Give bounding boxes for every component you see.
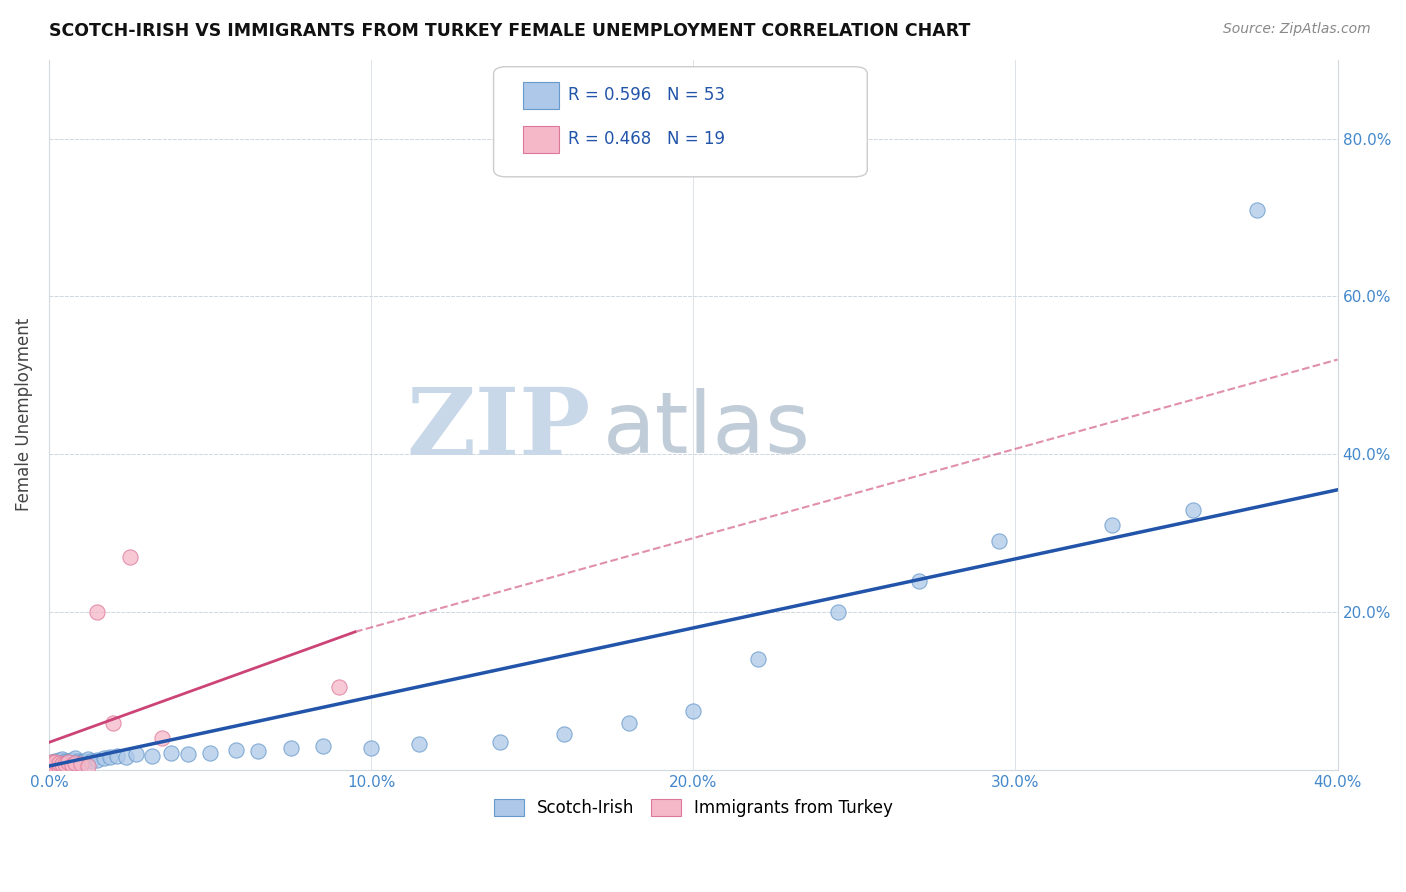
Point xyxy=(58,754,80,768)
Text: SCOTCH-IRISH VS IMMIGRANTS FROM TURKEY FEMALE UNEMPLOYMENT CORRELATION CHART: SCOTCH-IRISH VS IMMIGRANTS FROM TURKEY F… xyxy=(49,22,970,40)
FancyBboxPatch shape xyxy=(494,67,868,177)
Point xyxy=(408,737,430,751)
Point xyxy=(44,759,66,773)
Text: ZIP: ZIP xyxy=(406,384,591,474)
Text: R = 0.468   N = 19: R = 0.468 N = 19 xyxy=(568,130,725,148)
Point xyxy=(80,754,103,768)
Point xyxy=(98,750,121,764)
FancyBboxPatch shape xyxy=(523,127,560,153)
Point xyxy=(51,752,73,766)
Point xyxy=(70,756,93,771)
Point xyxy=(41,760,63,774)
Point xyxy=(44,755,66,769)
Point xyxy=(41,761,63,775)
Point xyxy=(908,574,931,588)
Point xyxy=(66,754,89,768)
Point xyxy=(76,752,98,766)
Point xyxy=(93,751,115,765)
Point xyxy=(44,756,66,771)
Point xyxy=(312,739,335,754)
Point xyxy=(247,744,270,758)
Text: atlas: atlas xyxy=(603,387,811,470)
Point xyxy=(41,758,63,772)
Point xyxy=(48,760,70,774)
Point xyxy=(53,757,76,772)
Point xyxy=(1181,502,1204,516)
Point xyxy=(280,740,302,755)
Point xyxy=(48,759,70,773)
Point xyxy=(617,715,640,730)
Point xyxy=(51,755,73,769)
Point xyxy=(489,735,512,749)
Point xyxy=(118,549,141,564)
Point xyxy=(328,680,350,694)
Point xyxy=(60,753,83,767)
Point xyxy=(141,748,163,763)
Point xyxy=(63,756,86,770)
Point xyxy=(198,746,221,760)
Point xyxy=(70,755,93,769)
Point xyxy=(747,652,769,666)
Point xyxy=(48,756,70,770)
Point xyxy=(58,755,80,769)
Point xyxy=(125,747,148,762)
Point xyxy=(53,757,76,772)
Point xyxy=(53,754,76,768)
Point xyxy=(63,751,86,765)
Point xyxy=(66,756,89,771)
Point xyxy=(63,756,86,770)
Point xyxy=(73,754,96,768)
Point xyxy=(44,754,66,768)
Point xyxy=(160,746,183,760)
Text: Source: ZipAtlas.com: Source: ZipAtlas.com xyxy=(1223,22,1371,37)
Legend: Scotch-Irish, Immigrants from Turkey: Scotch-Irish, Immigrants from Turkey xyxy=(485,791,901,826)
Text: R = 0.596   N = 53: R = 0.596 N = 53 xyxy=(568,87,725,104)
Point xyxy=(48,756,70,770)
Point xyxy=(105,748,128,763)
Point xyxy=(827,605,849,619)
Point xyxy=(58,756,80,771)
Point xyxy=(988,534,1011,549)
Point xyxy=(176,747,198,762)
Point xyxy=(41,757,63,772)
Point xyxy=(86,753,108,767)
Point xyxy=(86,605,108,619)
Point xyxy=(60,757,83,772)
Point xyxy=(225,743,247,757)
Point xyxy=(1101,518,1123,533)
Point xyxy=(76,759,98,773)
Point xyxy=(41,755,63,769)
Point xyxy=(60,758,83,772)
Point xyxy=(150,731,173,746)
Y-axis label: Female Unemployment: Female Unemployment xyxy=(15,318,32,511)
Point xyxy=(41,755,63,769)
Point xyxy=(51,758,73,772)
Point xyxy=(115,750,138,764)
Point xyxy=(103,715,125,730)
Point xyxy=(44,760,66,774)
Point xyxy=(1246,202,1268,217)
Point xyxy=(48,753,70,767)
Point xyxy=(682,704,704,718)
Point xyxy=(553,727,575,741)
Point xyxy=(51,756,73,771)
FancyBboxPatch shape xyxy=(523,82,560,110)
Point xyxy=(360,740,382,755)
